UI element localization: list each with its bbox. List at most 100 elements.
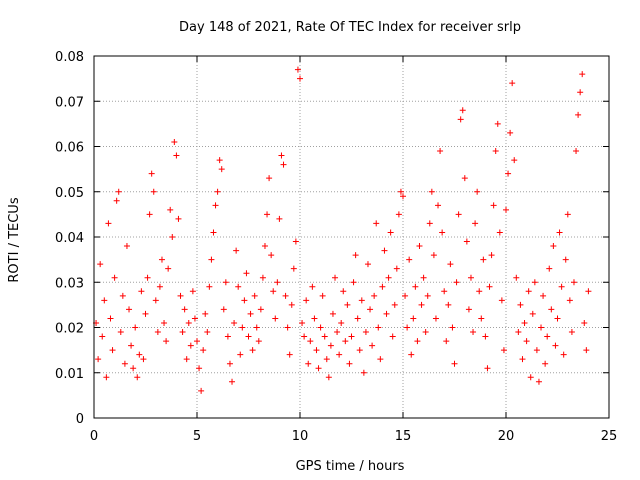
data-point xyxy=(375,324,382,331)
data-point xyxy=(325,374,332,381)
data-point xyxy=(498,297,505,304)
data-point xyxy=(97,261,104,268)
data-point xyxy=(552,342,559,349)
data-point xyxy=(123,243,130,250)
data-point xyxy=(158,256,165,263)
x-axis-label: GPS time / hours xyxy=(296,459,405,474)
data-point xyxy=(214,188,221,195)
data-point xyxy=(107,315,114,322)
data-point xyxy=(261,243,268,250)
data-point xyxy=(311,315,318,322)
data-point xyxy=(418,301,425,308)
data-point xyxy=(354,315,361,322)
data-point xyxy=(577,89,584,96)
data-point xyxy=(509,80,516,87)
data-point xyxy=(470,329,477,336)
data-point xyxy=(435,202,442,209)
data-point xyxy=(393,265,400,272)
data-point xyxy=(334,329,341,336)
data-point xyxy=(482,333,489,340)
x-tick-label: 20 xyxy=(498,429,515,444)
data-point xyxy=(535,378,542,385)
data-point xyxy=(113,197,120,204)
data-point xyxy=(226,360,233,367)
data-point xyxy=(517,301,524,308)
data-point xyxy=(538,324,545,331)
y-tick-label: 0.04 xyxy=(55,231,84,246)
data-point xyxy=(548,306,555,313)
y-tick-label: 0.07 xyxy=(55,95,84,110)
data-point xyxy=(441,288,448,295)
data-point xyxy=(364,261,371,268)
data-point xyxy=(465,306,472,313)
data-point xyxy=(529,310,536,317)
data-point xyxy=(369,342,376,349)
data-point xyxy=(111,274,118,281)
data-point xyxy=(332,274,339,281)
data-point xyxy=(198,387,205,394)
data-point xyxy=(117,329,124,336)
data-point xyxy=(115,188,122,195)
data-point xyxy=(286,351,293,358)
data-point xyxy=(416,243,423,250)
x-tick-label: 0 xyxy=(90,429,98,444)
data-point xyxy=(356,347,363,354)
data-point xyxy=(200,347,207,354)
data-point xyxy=(251,292,258,299)
data-point xyxy=(488,252,495,259)
data-point xyxy=(204,329,211,336)
data-point xyxy=(492,148,499,155)
data-point xyxy=(342,338,349,345)
data-point xyxy=(292,238,299,245)
data-point xyxy=(218,166,225,173)
data-point xyxy=(540,292,547,299)
data-point xyxy=(406,256,413,263)
data-point xyxy=(317,324,324,331)
data-point xyxy=(449,324,456,331)
data-point xyxy=(556,229,563,236)
data-point xyxy=(385,274,392,281)
y-tick-label: 0 xyxy=(76,412,84,427)
data-point xyxy=(430,252,437,259)
data-point xyxy=(321,333,328,340)
data-point xyxy=(280,161,287,168)
data-point xyxy=(303,297,310,304)
data-point xyxy=(511,157,518,164)
data-point xyxy=(439,229,446,236)
data-point xyxy=(402,292,409,299)
x-tick-labels: 0 5 10 15 20 25 xyxy=(90,429,617,444)
data-point xyxy=(206,283,213,290)
data-point xyxy=(472,220,479,227)
data-point xyxy=(490,202,497,209)
data-point xyxy=(140,356,147,363)
data-point xyxy=(474,188,481,195)
data-point xyxy=(148,170,155,177)
data-point xyxy=(570,279,577,286)
data-point xyxy=(183,356,190,363)
data-point xyxy=(496,229,503,236)
data-point xyxy=(395,211,402,218)
data-point xyxy=(128,342,135,349)
data-point xyxy=(381,247,388,254)
data-point xyxy=(276,215,283,222)
data-point xyxy=(290,265,297,272)
data-point xyxy=(426,220,433,227)
data-point xyxy=(189,288,196,295)
data-point xyxy=(245,333,252,340)
data-point xyxy=(562,256,569,263)
data-point xyxy=(573,148,580,155)
data-point xyxy=(202,310,209,317)
data-point xyxy=(400,193,406,200)
data-point xyxy=(222,279,229,286)
x-tick-label: 10 xyxy=(292,429,309,444)
data-point xyxy=(371,292,378,299)
data-point xyxy=(270,288,277,295)
data-point xyxy=(282,292,289,299)
data-point xyxy=(358,297,365,304)
data-point xyxy=(367,306,374,313)
data-point xyxy=(397,188,404,195)
data-point xyxy=(546,265,553,272)
data-point xyxy=(259,274,266,281)
data-point xyxy=(451,360,458,367)
data-point xyxy=(476,288,483,295)
